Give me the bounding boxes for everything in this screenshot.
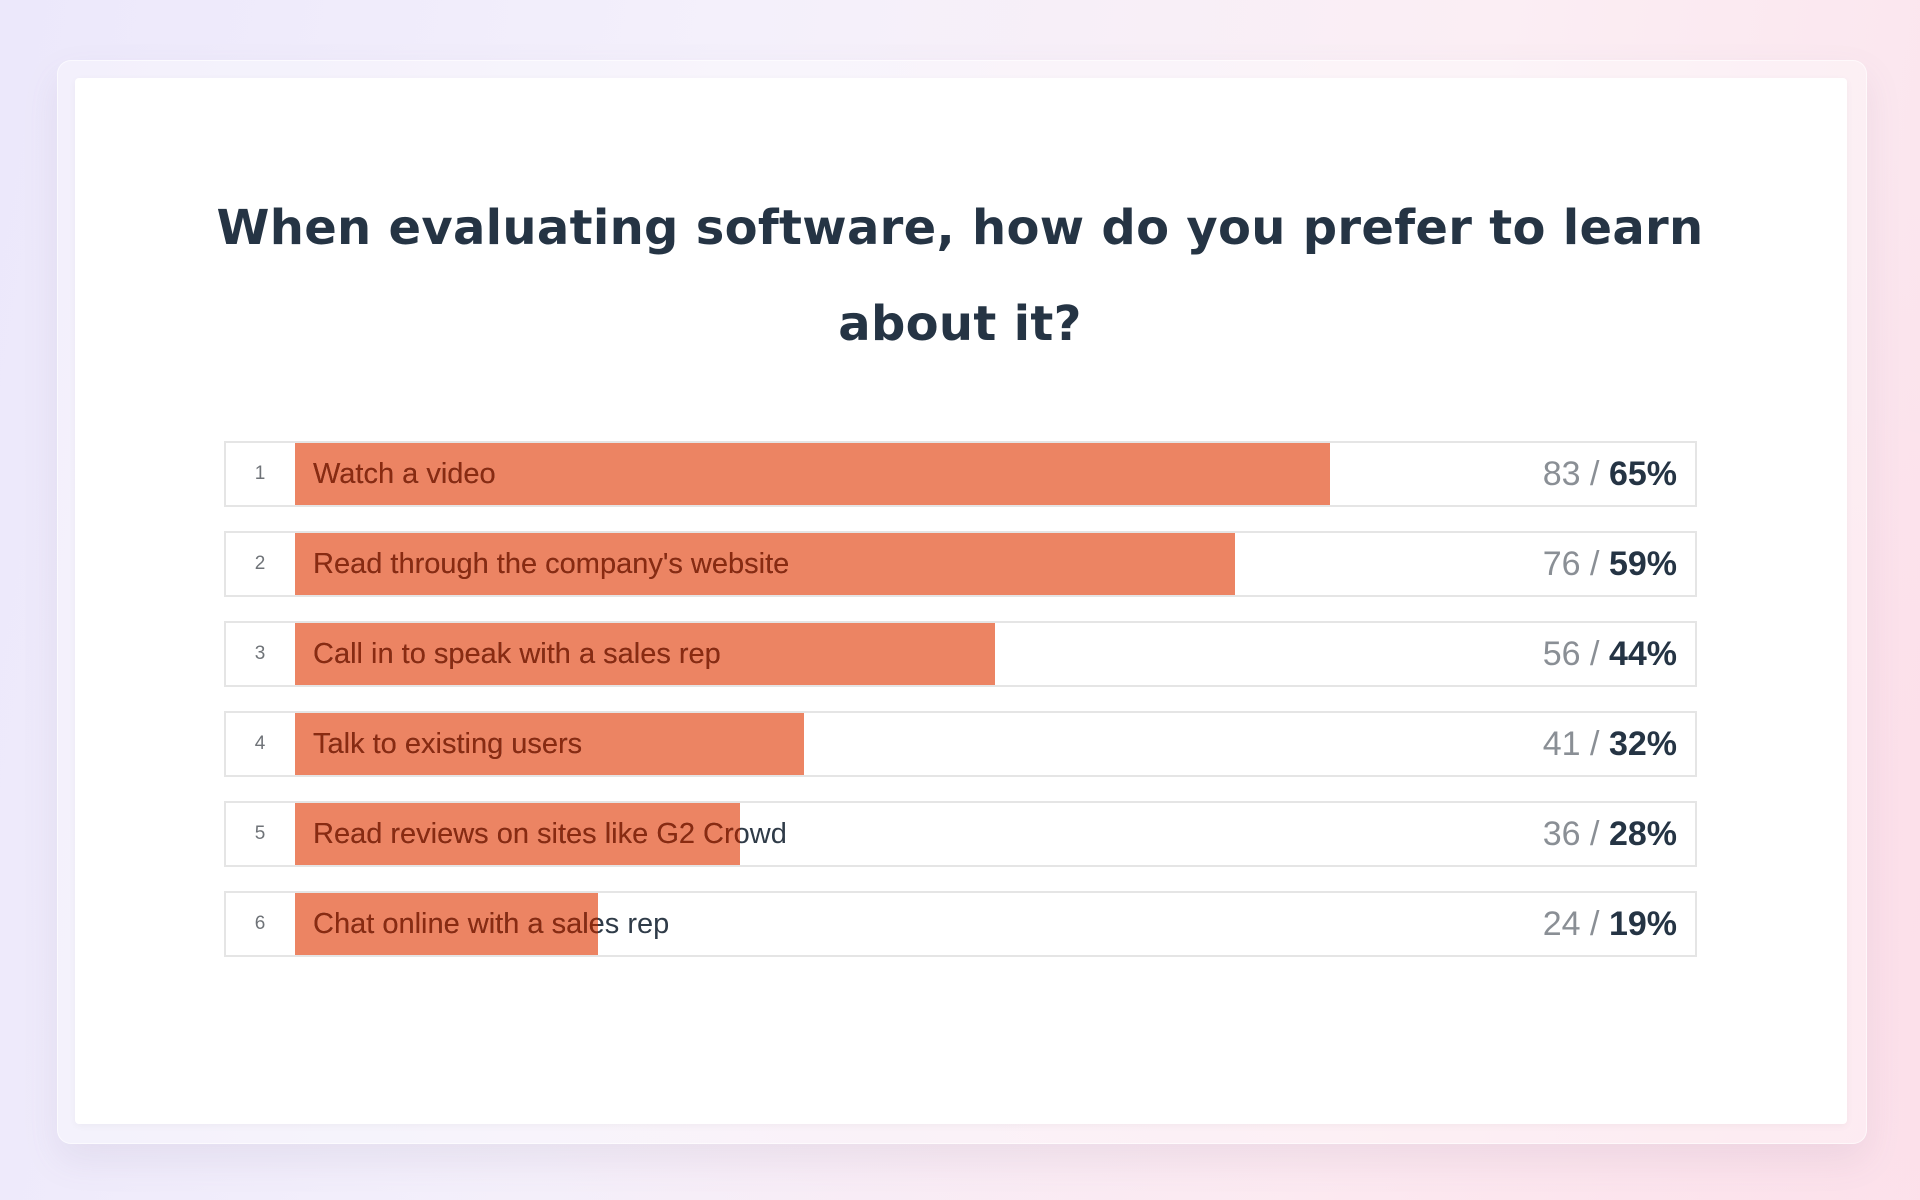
result-label-on-bar: Read reviews on sites like G2 Crowd bbox=[313, 818, 740, 850]
result-percent: 65% bbox=[1608, 455, 1677, 493]
result-bar bbox=[295, 803, 740, 865]
result-bar-track: Read reviews on sites like G2 Crowd Read … bbox=[295, 803, 1695, 865]
result-percent: 19% bbox=[1608, 905, 1677, 943]
result-label-on-bar: Watch a video bbox=[313, 458, 496, 490]
result-separator: / bbox=[1580, 815, 1609, 853]
result-bar bbox=[295, 713, 804, 775]
result-percent: 59% bbox=[1608, 545, 1677, 583]
result-separator: / bbox=[1580, 545, 1609, 583]
result-count: 56 bbox=[1542, 635, 1581, 673]
result-percent: 44% bbox=[1608, 635, 1677, 673]
result-separator: / bbox=[1580, 635, 1609, 673]
result-label: Chat online with a sales rep bbox=[313, 908, 670, 940]
result-row: 1 Watch a video Watch a video 83 / 65% bbox=[224, 441, 1697, 507]
result-bar bbox=[295, 623, 995, 685]
result-bar-track: Read through the company's website Read t… bbox=[295, 533, 1695, 595]
result-bar bbox=[295, 533, 1235, 595]
result-separator: / bbox=[1580, 905, 1609, 943]
result-stat: 24 / 19% bbox=[1543, 893, 1677, 955]
result-bar-track: Watch a video Watch a video 83 / 65% bbox=[295, 443, 1695, 505]
result-label: Call in to speak with a sales rep bbox=[313, 638, 721, 670]
result-count: 76 bbox=[1542, 545, 1581, 583]
result-count: 83 bbox=[1542, 455, 1581, 493]
result-rank: 6 bbox=[254, 913, 266, 934]
page-title: When evaluating software, how do you pre… bbox=[216, 200, 1704, 352]
poll-results-chart: 1 Watch a video Watch a video 83 / 65% 2 Read… bbox=[224, 441, 1697, 981]
result-bar bbox=[295, 893, 598, 955]
result-rank: 4 bbox=[254, 733, 266, 754]
result-separator: / bbox=[1580, 725, 1609, 763]
result-rank: 2 bbox=[254, 553, 266, 574]
result-rank: 5 bbox=[254, 823, 266, 844]
result-separator: / bbox=[1580, 455, 1609, 493]
result-stat: 36 / 28% bbox=[1543, 803, 1677, 865]
result-label: Talk to existing users bbox=[313, 728, 583, 760]
result-label-overlay: Read reviews on sites like G2 Crowd bbox=[295, 803, 740, 865]
result-label-on-bar: Talk to existing users bbox=[313, 728, 583, 760]
result-label-overlay: Talk to existing users bbox=[295, 713, 804, 775]
result-rank: 3 bbox=[254, 643, 266, 664]
result-stat: 83 / 65% bbox=[1543, 443, 1677, 505]
result-percent: 32% bbox=[1608, 725, 1677, 763]
result-rank: 1 bbox=[254, 463, 266, 484]
result-row: 4 Talk to existing users Talk to existing … bbox=[224, 711, 1697, 777]
result-row: 3 Call in to speak with a sales rep Call i… bbox=[224, 621, 1697, 687]
result-label-on-bar: Chat online with a sales rep bbox=[313, 908, 598, 940]
result-bar-track: Talk to existing users Talk to existing u… bbox=[295, 713, 1695, 775]
result-label: Read through the company's website bbox=[313, 548, 790, 580]
result-label-overlay: Watch a video bbox=[295, 443, 1330, 505]
result-stat: 76 / 59% bbox=[1543, 533, 1677, 595]
result-row: 5 Read reviews on sites like G2 Crowd Read… bbox=[224, 801, 1697, 867]
result-label: Read reviews on sites like G2 Crowd bbox=[313, 818, 787, 850]
result-count: 41 bbox=[1542, 725, 1581, 763]
result-bar-track: Chat online with a sales rep Chat online … bbox=[295, 893, 1695, 955]
result-label-overlay: Call in to speak with a sales rep bbox=[295, 623, 995, 685]
result-label: Watch a video bbox=[313, 458, 496, 490]
result-stat: 56 / 44% bbox=[1543, 623, 1677, 685]
result-row: 6 Chat online with a sales rep Chat online… bbox=[224, 891, 1697, 957]
result-label-on-bar: Read through the company's website bbox=[313, 548, 790, 580]
result-label-overlay: Chat online with a sales rep bbox=[295, 893, 598, 955]
result-bar-track: Call in to speak with a sales rep Call in… bbox=[295, 623, 1695, 685]
result-percent: 28% bbox=[1608, 815, 1677, 853]
result-label-on-bar: Call in to speak with a sales rep bbox=[313, 638, 721, 670]
result-label-overlay: Read through the company's website bbox=[295, 533, 1235, 595]
result-stat: 41 / 32% bbox=[1543, 713, 1677, 775]
result-count: 36 bbox=[1542, 815, 1581, 853]
result-row: 2 Read through the company's website Read … bbox=[224, 531, 1697, 597]
result-bar bbox=[295, 443, 1330, 505]
result-count: 24 bbox=[1542, 905, 1581, 943]
